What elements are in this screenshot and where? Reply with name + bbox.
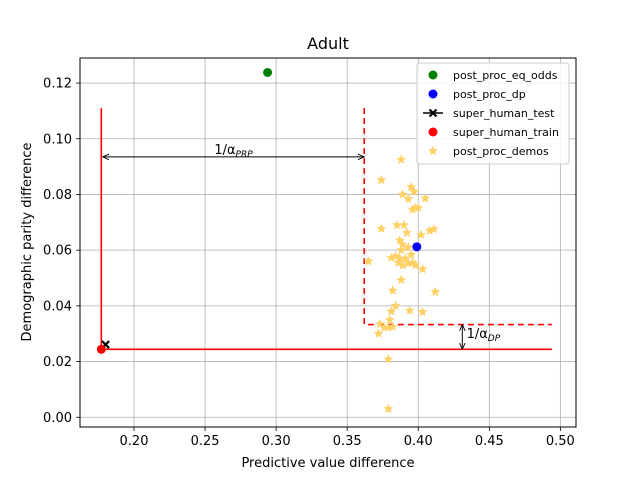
- point-post-proc-demos: [417, 263, 428, 274]
- point-post-proc-demos: [403, 242, 414, 252]
- point-post-proc-demos: [383, 403, 394, 414]
- point-super-human-train: [96, 344, 106, 354]
- point-post-proc-demos: [363, 256, 374, 266]
- data-points: [96, 67, 441, 414]
- point-post-proc-demos: [387, 321, 398, 331]
- legend-marker-post-proc-eq-odds: [428, 70, 438, 80]
- point-post-proc-demos: [397, 189, 408, 199]
- legend-entry: post_proc_eq_odds: [428, 69, 558, 82]
- point-post-proc-demos: [387, 285, 398, 295]
- x-tick-label: 0.40: [404, 434, 433, 449]
- point-post-proc-demos: [373, 328, 384, 338]
- legend-label: super_human_test: [453, 107, 555, 120]
- point-post-proc-demos: [376, 174, 387, 185]
- point-post-proc-demos: [391, 219, 402, 230]
- legend-marker-post-proc-demos: [428, 145, 438, 156]
- point-post-proc-demos: [403, 193, 414, 204]
- x-tick-label: 0.25: [191, 434, 220, 449]
- annotation-label-base: 1/α: [214, 143, 235, 158]
- point-post-proc-demos: [430, 286, 441, 297]
- annotation-label-base: 1/α: [467, 327, 488, 342]
- point-post-proc-demos: [386, 306, 397, 316]
- point-post-proc-demos: [410, 260, 421, 270]
- dashed-threshold-line: [363, 108, 552, 326]
- legend-label: post_proc_dp: [453, 88, 526, 101]
- axis-ticks: 0.20 0.25 0.30 0.35 0.40 0.45 0.50 0.00 0.02 0.04…: [43, 77, 575, 449]
- legend-label: post_proc_demos: [453, 145, 549, 158]
- legend-box: [416, 62, 570, 165]
- y-tick-label: 0.08: [43, 188, 72, 203]
- x-tick-label: 0.30: [262, 434, 291, 449]
- point-post-proc-eq-odds: [263, 67, 273, 77]
- legend-entry: super_human_test: [423, 107, 555, 120]
- point-post-proc-demos: [386, 252, 397, 263]
- x-tick-label: 0.45: [475, 434, 504, 449]
- point-post-proc-demos: [406, 249, 417, 260]
- point-post-proc-demos: [407, 204, 418, 214]
- point-post-proc-demos: [383, 354, 394, 364]
- y-axis-label: Demographic parity difference: [20, 143, 35, 342]
- point-post-proc-demos: [390, 300, 401, 311]
- y-tick-label: 0.04: [43, 299, 72, 314]
- x-tick-label: 0.35: [333, 434, 362, 449]
- legend: post_proc_eq_odds post_proc_dp super_human…: [416, 62, 570, 165]
- legend-entry: post_proc_demos: [428, 145, 549, 158]
- point-post-proc-demos: [409, 186, 419, 196]
- point-post-proc-demos: [428, 224, 439, 234]
- point-post-proc-demos: [397, 260, 408, 270]
- point-post-proc-demos: [404, 305, 415, 315]
- legend-label: post_proc_eq_odds: [453, 69, 558, 82]
- point-post-proc-demos: [416, 229, 427, 240]
- y-tick-label: 0.02: [43, 355, 72, 370]
- legend-entry: post_proc_dp: [428, 88, 526, 101]
- plot-frame: [79, 57, 577, 428]
- point-post-proc-demos: [420, 193, 431, 203]
- point-post-proc-demos: [407, 257, 418, 267]
- y-tick-label: 0.06: [43, 244, 72, 259]
- legend-label: super_human_train: [453, 126, 559, 139]
- point-post-proc-demos: [399, 219, 409, 230]
- legend-entry: super_human_train: [428, 126, 559, 139]
- point-post-proc-demos: [396, 154, 407, 164]
- annotation-label-sub: DP: [488, 334, 501, 344]
- x-tick-label: 0.20: [120, 434, 149, 449]
- annotation-label: 1/αDP: [467, 327, 501, 344]
- point-post-proc-demos: [396, 274, 407, 285]
- annotation-label-sub: PRP: [236, 150, 254, 160]
- annotation-label: 1/αPRP: [214, 143, 253, 160]
- point-post-proc-dp: [412, 242, 422, 252]
- legend-marker-post-proc-dp: [428, 89, 438, 99]
- point-post-proc-demos: [413, 202, 424, 213]
- point-post-proc-demos: [396, 244, 407, 255]
- y-tick-label: 0.10: [43, 132, 72, 147]
- point-post-proc-demos: [401, 227, 412, 238]
- legend-marker-super-human-test: [428, 108, 438, 118]
- y-tick-label: 0.00: [43, 411, 72, 426]
- point-post-proc-demos: [417, 306, 428, 317]
- point-post-proc-demos: [384, 314, 395, 324]
- x-axis-label: Predictive value difference: [241, 456, 414, 471]
- x-tick-label: 0.50: [546, 434, 575, 449]
- legend-marker-super-human-train: [428, 127, 438, 137]
- point-post-proc-demos: [376, 223, 387, 233]
- chart-title: Adult: [307, 34, 349, 53]
- y-tick-label: 0.12: [43, 77, 72, 92]
